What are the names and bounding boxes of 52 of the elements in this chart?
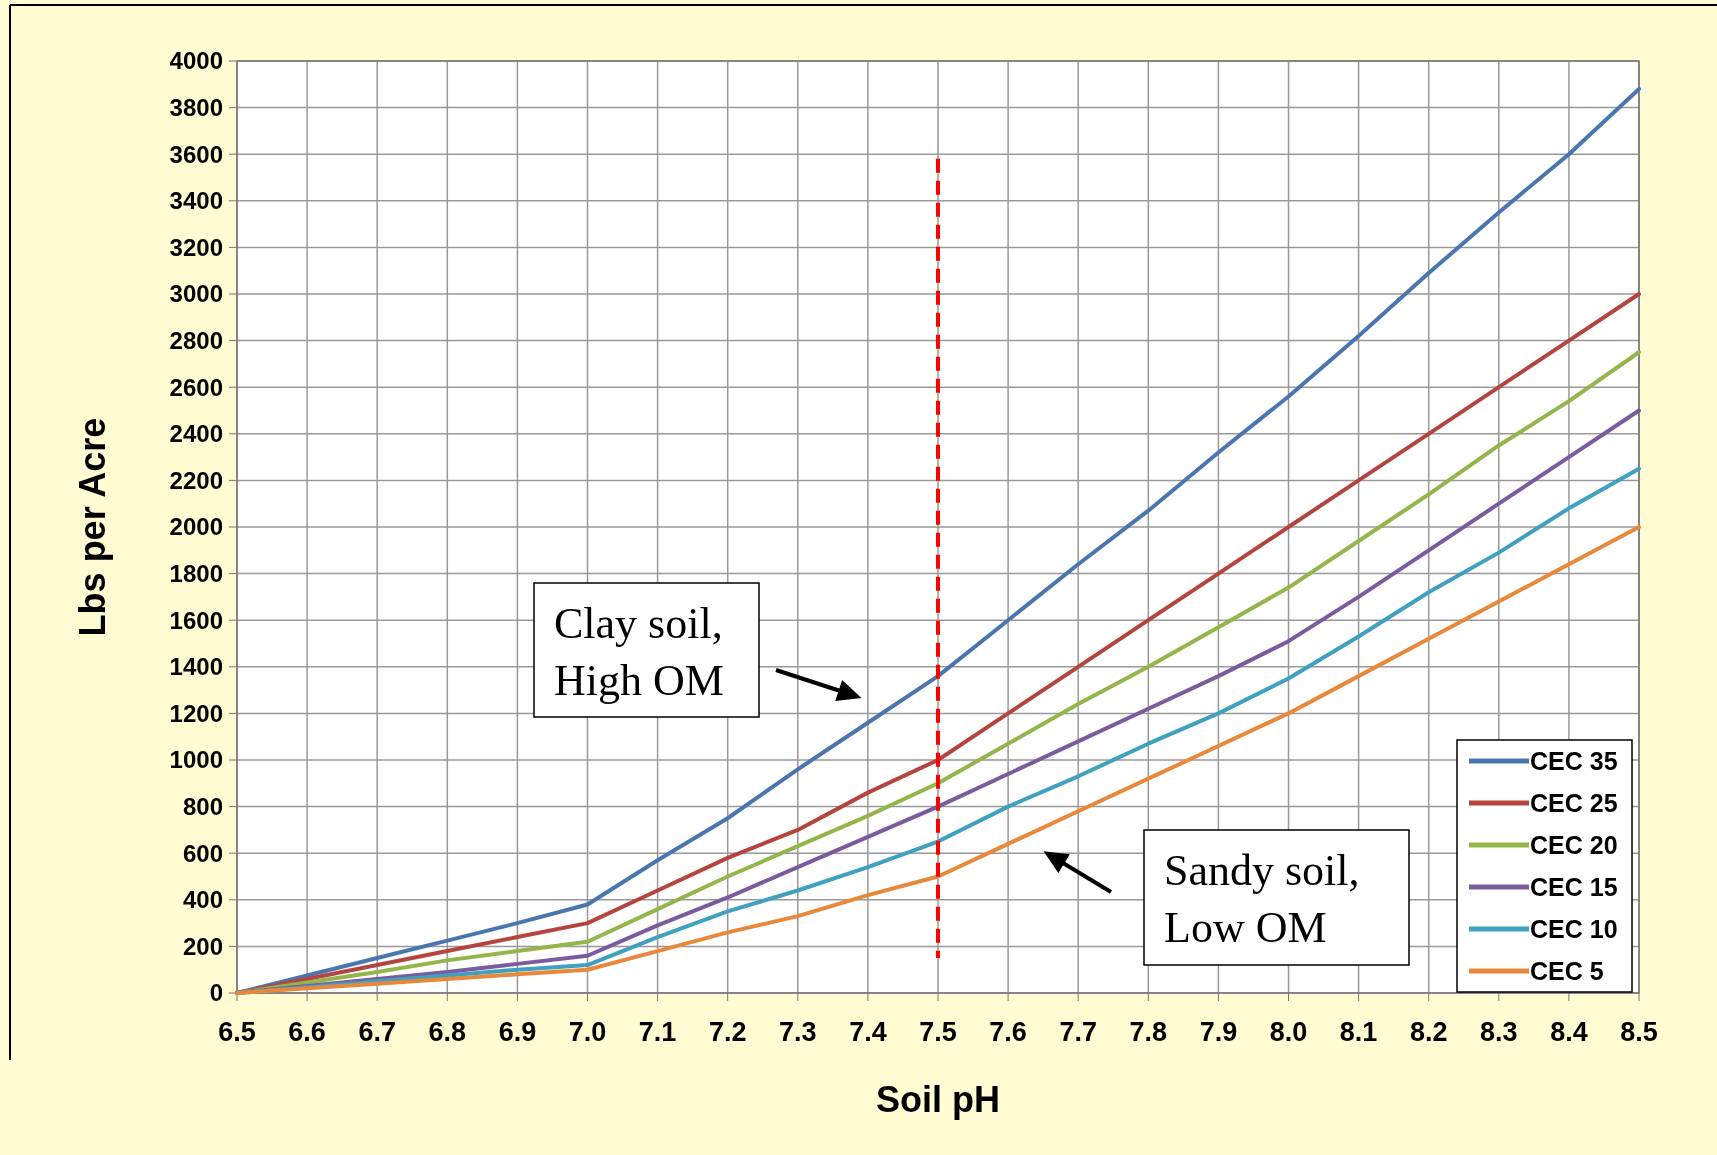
y-tick-label: 1800 [169,560,223,587]
legend-label: CEC 5 [1530,956,1604,985]
legend-label: CEC 20 [1530,830,1618,859]
x-tick-label: 6.9 [498,1017,537,1047]
x-tick-label: 7.6 [989,1017,1027,1047]
y-tick-label: 3600 [169,140,223,168]
annotation: Clay soil, High OM [554,599,724,705]
y-tick-label: 2200 [169,466,223,494]
y-tick-label: 1600 [169,606,223,634]
y-tick-label: 200 [182,932,223,960]
x-tick-label: 8.4 [1550,1017,1588,1047]
y-tick-label: 2000 [169,513,223,541]
y-tick-label: 0 [209,979,223,1007]
x-tick-label: 7.9 [1199,1017,1238,1047]
y-tick-label: 3800 [169,94,223,121]
y-tick-label: 400 [182,886,223,914]
y-tick-label: 2800 [169,327,223,354]
x-tick-label: 7.8 [1129,1017,1168,1047]
legend-label: CEC 35 [1530,746,1618,775]
y-tick-label: 1000 [169,746,223,774]
y-tick-label: 600 [182,839,223,867]
x-tick-label: 7.5 [919,1017,957,1047]
x-tick-label: 7.3 [779,1017,817,1047]
annotation: Sandy soil, Low OM [1164,846,1360,952]
x-tick-label: 7.0 [568,1017,607,1047]
y-axis-title: Lbs per Acre [72,417,113,637]
x-tick-label: 8.0 [1269,1017,1308,1047]
x-tick-label: 8.2 [1409,1017,1448,1047]
x-tick-label: 8.3 [1480,1017,1518,1047]
x-tick-label: 6.5 [218,1017,256,1047]
x-axis-title: Soil pH [876,1079,1000,1120]
y-tick-label: 1200 [169,699,223,727]
legend-label: CEC 25 [1530,788,1618,817]
y-tick-label: 2400 [169,420,223,448]
x-tick-label: 8.1 [1339,1017,1378,1047]
y-tick-label: 1400 [169,653,223,681]
x-tick-label: 7.4 [849,1017,887,1047]
y-tick-label: 3400 [169,187,223,215]
x-tick-label: 6.7 [358,1017,396,1047]
y-tick-label: 4000 [169,47,223,75]
legend-label: CEC 15 [1530,872,1618,901]
y-tick-label: 3200 [169,233,223,261]
x-tick-label: 7.2 [708,1017,747,1047]
x-tick-label: 6.8 [428,1017,467,1047]
x-tick-label: 8.5 [1620,1017,1658,1047]
x-tick-label: 7.1 [638,1017,677,1047]
y-tick-label: 800 [182,793,223,820]
y-tick-label: 3000 [169,280,223,308]
legend-label: CEC 10 [1530,914,1618,943]
y-tick-label: 2600 [169,373,223,401]
x-tick-label: 7.7 [1059,1017,1097,1047]
x-tick-label: 6.6 [288,1017,326,1047]
